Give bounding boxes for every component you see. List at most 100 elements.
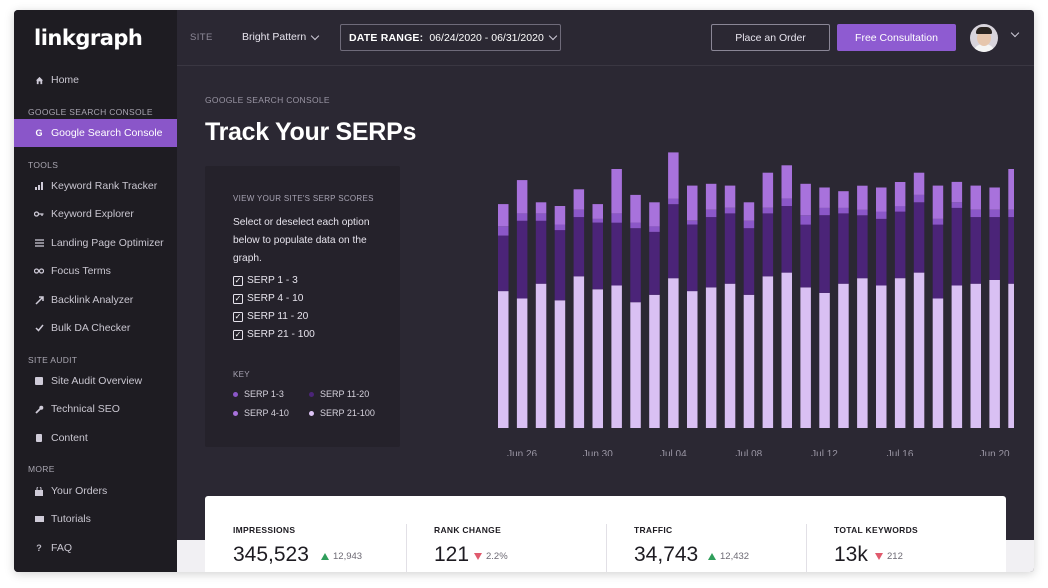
bar-segment-26-2 [989,217,1000,280]
bar-segment-24-1 [951,202,963,208]
sidebar-item-site-audit-overview[interactable]: Site Audit Overview [14,367,177,395]
serp-21-100-checkbox[interactable]: ✓ SERP 21 - 100 [233,329,315,340]
bar-segment-19-0 [857,185,868,210]
bar-segment-12-3 [724,283,736,428]
sidebar-item-label: Google Search Console [51,127,163,139]
x-tick-label: Jul 04 [660,449,687,456]
section-label-site-audit: SITE AUDIT [28,355,78,365]
sidebar-item-label: Technical SEO [51,403,120,415]
bar-segment-1-2 [516,220,528,299]
chevron-down-icon [548,31,558,41]
key-dot [233,391,238,397]
sidebar-item-home[interactable]: Home [14,66,177,94]
serp-1-3-checkbox[interactable]: ✓ SERP 1 - 3 [233,275,298,286]
stat-value: 121 [434,543,470,566]
checkbox-label: SERP 4 - 10 [247,293,304,304]
bar-segment-12-1 [724,207,736,214]
sidebar-item-your-orders[interactable]: Your Orders [14,477,177,505]
x-tick-label: Jul 08 [736,449,763,456]
bar-segment-8-2 [649,231,660,295]
sidebar-item-label: Content [51,432,88,444]
divider [406,524,407,572]
date-range-selector[interactable]: DATE RANGE: 06/24/2020 - 06/31/2020 [340,24,561,51]
stat-label: RANK CHANGE [434,525,502,535]
bar-segment-4-3 [573,276,585,428]
bar-segment-9-3 [668,278,679,428]
bar-segment-9-1 [668,198,679,205]
bar-segment-23-2 [932,224,944,299]
bar-segment-20-0 [876,187,887,212]
logo[interactable]: linkgraph [34,26,143,50]
bar-segment-7-2 [630,228,641,303]
sidebar-item-bulk-da-checker[interactable]: Bulk DA Checker [14,314,177,342]
divider [606,524,607,572]
sidebar-item-label: Keyword Explorer [51,208,134,220]
serp-4-10-checkbox[interactable]: ✓ SERP 4 - 10 [233,293,303,304]
bar-segment-11-3 [705,287,717,428]
stat-delta: 12,943 [321,551,362,562]
bar-segment-25-3 [970,283,981,428]
bar-segment-13-3 [743,294,755,428]
stat-total-keywords: TOTAL KEYWORDS 13k 212 [806,496,1006,572]
sidebar-item-focus-terms[interactable]: Focus Terms [14,257,177,285]
serp-stacked-bar-chart: Jun 26 Jun 30 Jul 04 Jul 08 Jul 12 Jul 16 Jun … [498,152,1014,456]
checkbox-label: SERP 1 - 3 [247,275,298,286]
bar-segment-4-1 [573,209,585,218]
bar-segment-6-3 [611,285,622,428]
x-tick-label: Jun 30 [583,449,613,456]
bar-segment-24-0 [951,181,963,203]
avatar-face [977,30,991,46]
bar-segment-5-2 [592,222,603,290]
bar-segment-2-2 [535,220,547,284]
stats-card: IMPRESSIONS 345,523 12,943 RANK CHANGE 1… [205,496,1006,572]
sidebar-item-technical-seo[interactable]: Technical SEO [14,395,177,423]
stat-value: 13k [834,543,868,566]
bar-segment-23-1 [932,219,944,225]
sidebar-item-google-search-console[interactable]: G Google Search Console [14,119,177,147]
bar-segment-10-3 [687,291,698,428]
sidebar-item-keyword-rank-tracker[interactable]: Keyword Rank Tracker [14,172,177,200]
stat-delta-value: 12,432 [720,551,750,562]
google-icon: G [35,128,43,138]
sidebar-item-label: Keyword Rank Tracker [51,180,158,192]
site-selector-value: Bright Pattern [242,31,307,43]
bar-segment-27-2 [1008,217,1014,284]
sidebar-item-label: Your Orders [51,485,108,497]
check-icon [34,323,44,333]
bar-segment-7-1 [630,222,641,229]
account-chevron-down-icon[interactable] [1010,28,1020,38]
bar-segment-11-1 [705,209,717,218]
divider [806,524,807,572]
sidebar-item-keyword-explorer[interactable]: Keyword Explorer [14,200,177,228]
bar-segment-1-1 [516,213,528,221]
key-dot [233,410,238,416]
avatar-hair [976,27,992,34]
key-item-serp-4-10: SERP 4-10 [233,408,289,418]
stat-delta: 12,432 [708,551,749,562]
avatar[interactable] [970,24,998,52]
x-tick-label: Jul 16 [887,449,914,456]
stat-value: 345,523 [233,543,309,566]
bar-segment-3-0 [554,206,566,225]
bar-segment-12-2 [724,213,736,284]
bar-segment-24-2 [951,207,963,286]
sidebar-item-landing-page-optimizer[interactable]: Landing Page Optimizer [14,229,177,257]
sidebar-item-tutorials[interactable]: Tutorials [14,505,177,533]
sidebar-item-content[interactable]: Content [14,424,177,452]
bar-segment-8-3 [649,294,660,428]
bar-segment-13-0 [743,202,755,221]
bar-segment-0-3 [498,291,509,428]
sidebar-item-backlink-analyzer[interactable]: Backlink Analyzer [14,286,177,314]
free-consultation-button[interactable]: Free Consultation [837,24,956,51]
serp-11-20-checkbox[interactable]: ✓ SERP 11 - 20 [233,311,308,322]
place-order-button[interactable]: Place an Order [711,24,830,51]
rank-tracker-icon [34,181,44,191]
bar-segment-15-3 [781,272,792,428]
site-selector[interactable]: Bright Pattern [242,31,320,43]
bar-segment-17-1 [819,207,830,216]
sidebar-item-faq[interactable]: ? FAQ [14,534,177,562]
bar-segment-21-2 [894,211,906,279]
key-item-serp-1-3: SERP 1-3 [233,389,284,399]
wrench-icon [34,404,44,414]
panel-description: Select or deselect each option below to … [233,217,370,264]
